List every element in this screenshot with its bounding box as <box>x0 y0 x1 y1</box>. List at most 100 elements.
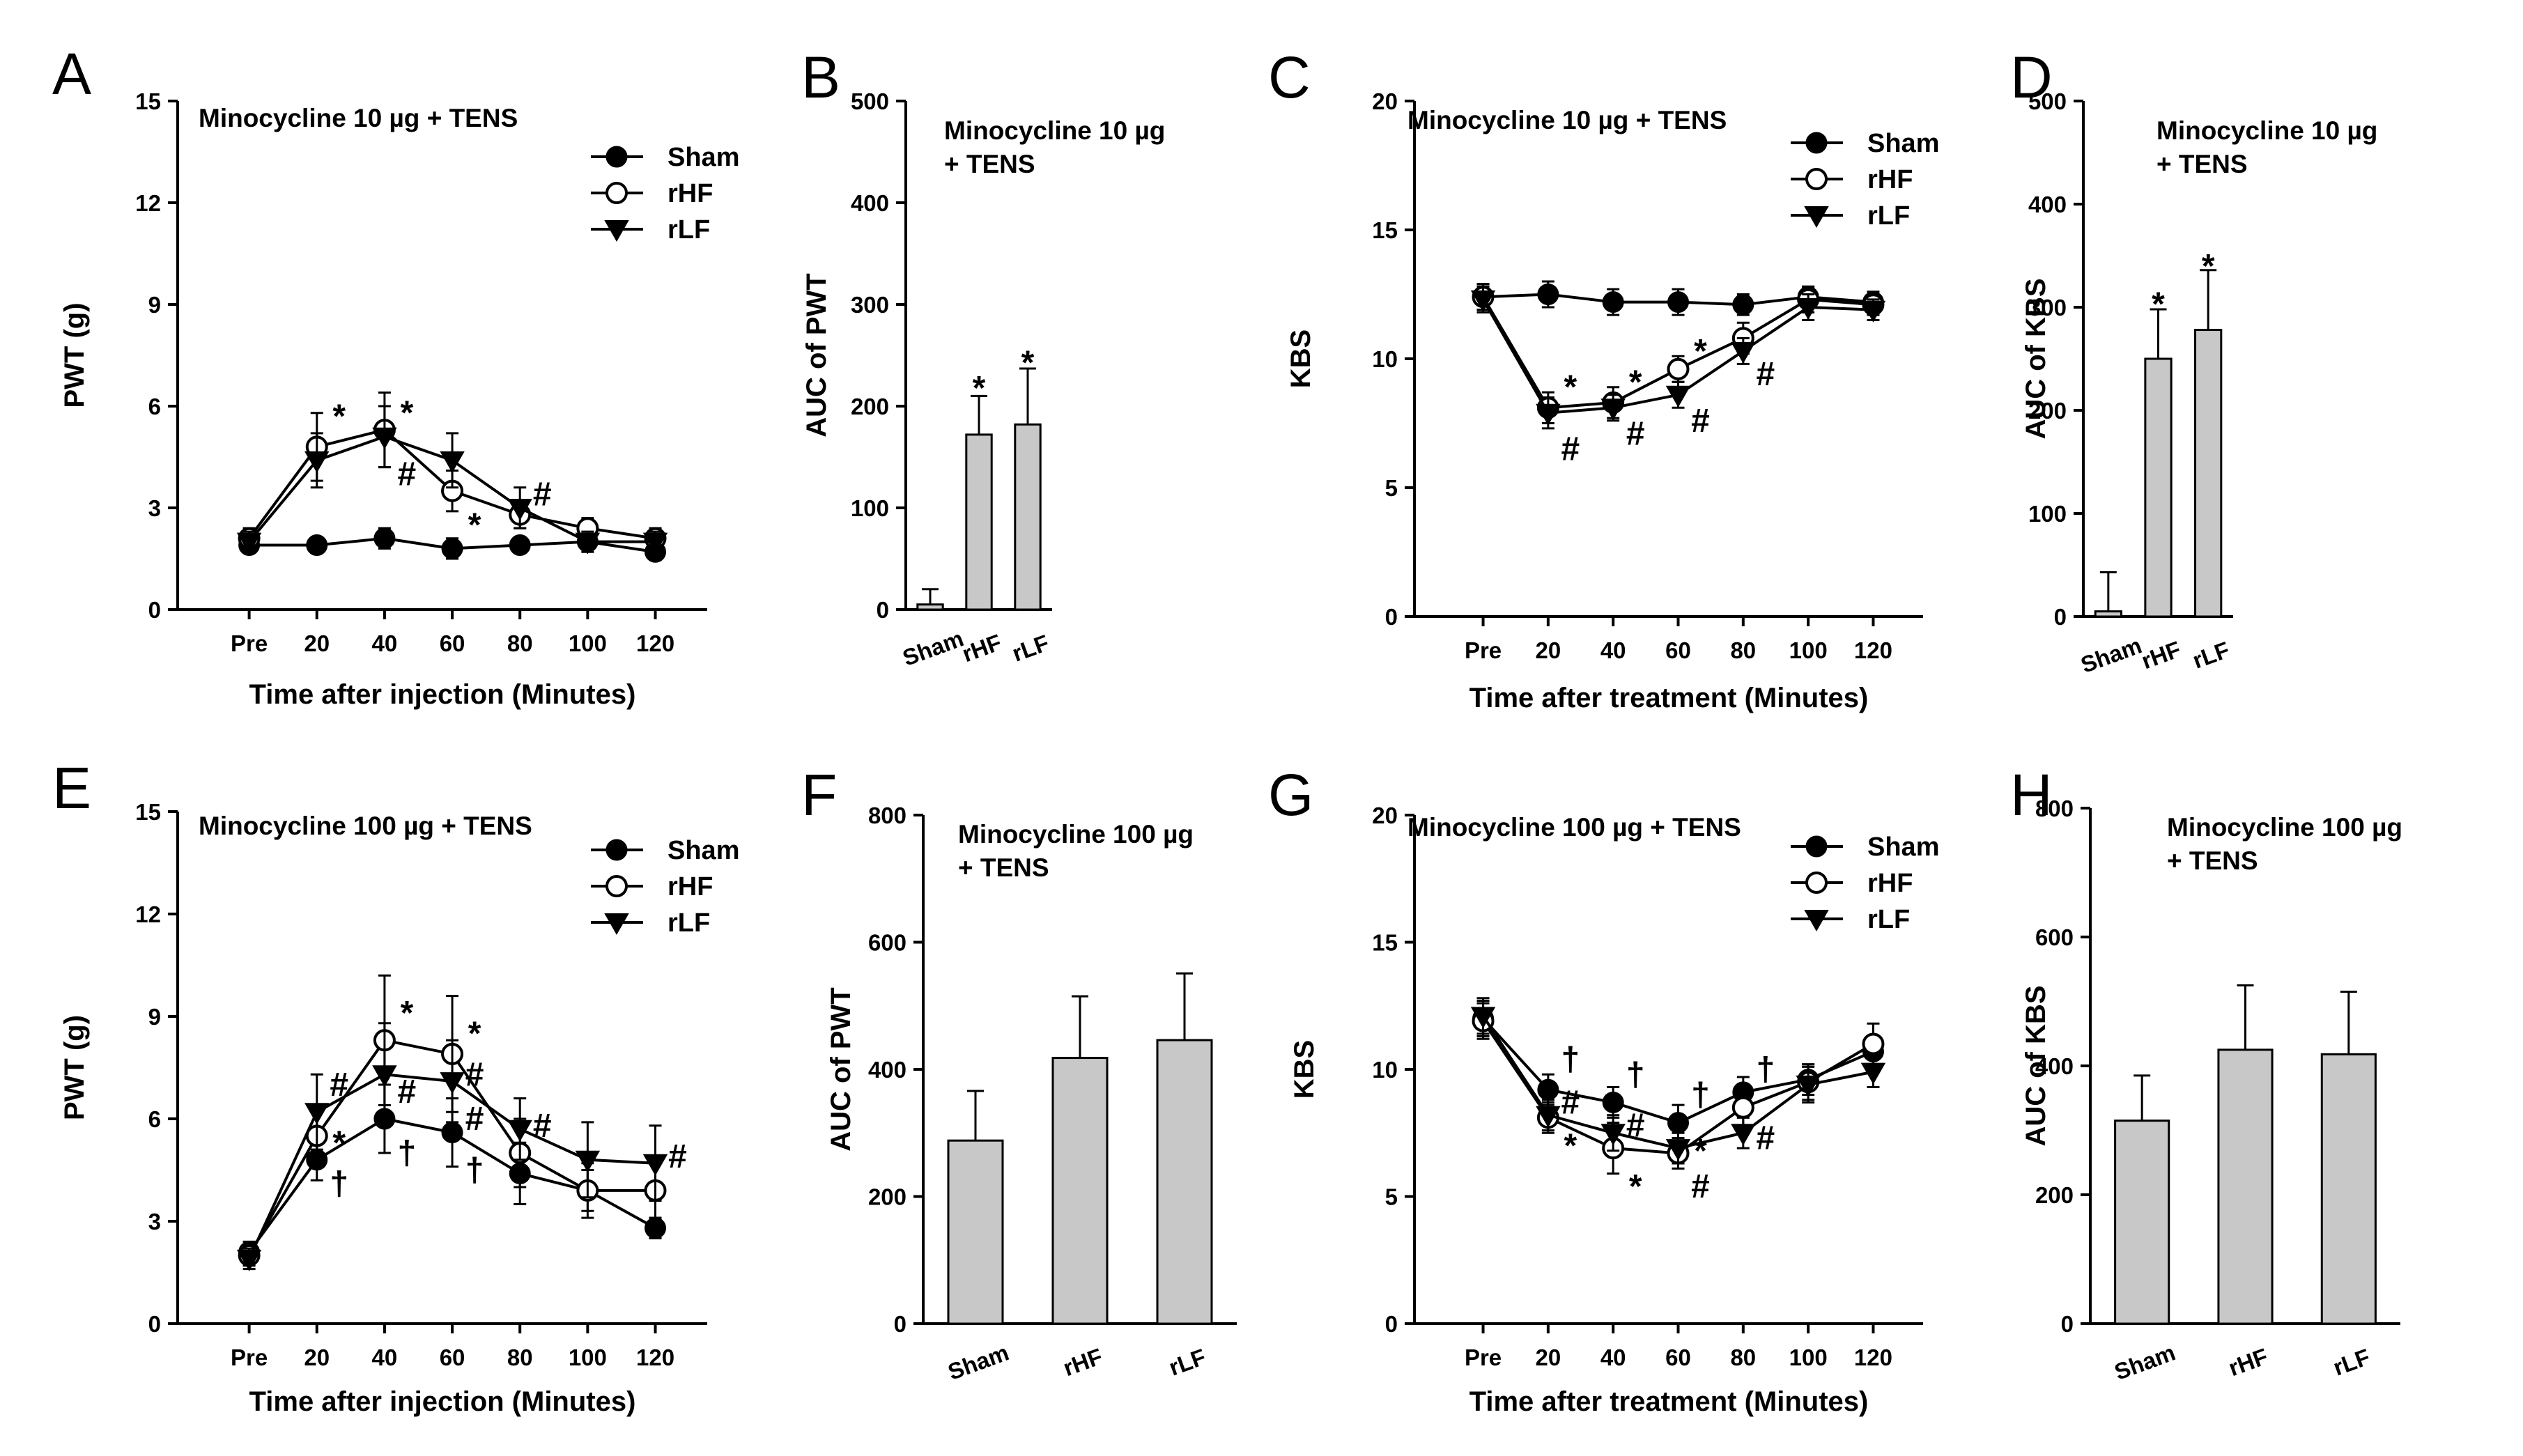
y-tick-label: 10 <box>1372 346 1398 372</box>
y-tick-label: 200 <box>851 394 889 419</box>
marker-rlf <box>440 451 465 473</box>
marker-rlf <box>236 532 262 555</box>
panel-letter: G <box>1268 762 1313 828</box>
x-tick-label: 80 <box>507 1345 533 1370</box>
x-tick-label: 20 <box>1536 637 1561 663</box>
significance-mark: † <box>465 1152 484 1189</box>
x-axis-title: Time after treatment (Minutes) <box>1469 683 1869 713</box>
x-axis-title: Time after treatment (Minutes) <box>1469 1386 1869 1417</box>
series-sham <box>238 527 667 563</box>
x-tick-label: 40 <box>372 1345 398 1370</box>
legend-label: rHF <box>1867 869 1913 898</box>
significance-mark: # <box>1756 1120 1775 1157</box>
y-tick-label: 200 <box>868 1184 906 1210</box>
y-tick-label: 800 <box>868 803 906 828</box>
chart-subtitle: Minocycline 10 µg <box>2156 116 2377 145</box>
significance-mark: * <box>1629 364 1642 401</box>
marker-rlf <box>1665 385 1691 408</box>
significance-mark: # <box>330 1067 348 1103</box>
marker-sham <box>441 537 463 559</box>
significance-mark: * <box>1021 344 1035 381</box>
marker-rlf <box>372 1065 397 1087</box>
x-tick-label: Sham <box>900 625 967 671</box>
panel-C: 0 5 10 15 20 Pre 20 40 60 80 100 120 * # * # * # # Sham rHF r… <box>1286 88 1939 713</box>
marker-rhf <box>1731 1096 1754 1119</box>
y-tick-label: 0 <box>877 597 889 623</box>
marker-rlf <box>507 1120 532 1142</box>
bar-rhf <box>2144 357 2173 618</box>
y-tick-label: 600 <box>868 930 906 956</box>
marker-sham <box>441 1122 463 1144</box>
series-rlf <box>1470 997 1886 1165</box>
significance-mark: * <box>973 370 986 407</box>
x-tick-label: rHF <box>959 629 1005 667</box>
significance-mark: # <box>1756 356 1775 393</box>
marker-sham <box>1537 284 1559 305</box>
y-tick-label: 400 <box>2028 192 2067 217</box>
chart-subtitle: Minocycline 100 µg <box>2167 813 2402 842</box>
marker-rlf <box>440 1072 465 1094</box>
x-tick-label: rLF <box>2330 1344 2374 1381</box>
significance-mark: * <box>332 398 346 435</box>
y-tick-label: 12 <box>135 190 161 216</box>
significance-mark: * <box>1694 333 1707 370</box>
panel-F: 0 200 400 600 800 Sham rHF rLF AUC of PWT Minocyc… <box>826 803 1237 1385</box>
significance-mark: # <box>533 1108 552 1145</box>
marker-rlf <box>1600 398 1626 421</box>
y-tick-label: 3 <box>148 495 161 521</box>
x-axis-title: Time after injection (Minutes) <box>249 679 636 710</box>
significance-mark: # <box>1626 1107 1645 1144</box>
marker-rlf <box>1536 1106 1561 1128</box>
bar-rlf <box>1014 423 1042 611</box>
legend-label: rLF <box>668 908 710 938</box>
y-axis-title: KBS <box>1286 330 1316 388</box>
y-tick-label: 500 <box>851 88 889 114</box>
significance-mark: * <box>1564 1128 1577 1165</box>
marker-rhf <box>1805 168 1828 190</box>
y-axis-title: AUC of KBS <box>2021 278 2051 439</box>
y-tick-label: 10 <box>1372 1057 1398 1083</box>
legend-label: rLF <box>1867 201 1910 231</box>
marker-rlf <box>236 1249 262 1271</box>
y-tick-label: 9 <box>148 1004 161 1030</box>
x-tick-label: 40 <box>1600 637 1626 663</box>
marker-sham <box>1667 1112 1690 1134</box>
significance-mark: * <box>1564 369 1577 406</box>
chart-subtitle: Minocycline 10 µg + TENS <box>1407 106 1727 134</box>
marker-sham <box>1805 835 1828 858</box>
y-tick-label: 400 <box>868 1057 906 1083</box>
x-axis-title: Time after injection (Minutes) <box>249 1386 636 1417</box>
marker-rlf <box>642 532 668 555</box>
marker-rlf <box>304 451 330 473</box>
significance-mark: # <box>1691 1168 1710 1205</box>
significance-mark: * <box>332 1124 346 1161</box>
y-tick-label: 0 <box>148 1311 161 1337</box>
x-tick-label: 100 <box>1789 1345 1828 1370</box>
legend-label: rLF <box>668 215 710 245</box>
panel-letter: B <box>801 45 840 110</box>
legend-label: Sham <box>1867 832 1939 862</box>
y-tick-label: 400 <box>2035 1053 2074 1079</box>
y-tick-label: 6 <box>148 394 161 419</box>
y-tick-label: 0 <box>2054 604 2067 630</box>
y-axis-title: AUC of PWT <box>801 273 832 437</box>
x-tick-label: 20 <box>304 1345 330 1370</box>
marker-sham <box>645 1217 667 1239</box>
legend-label: rHF <box>668 872 713 901</box>
panel-letter: C <box>1268 45 1311 110</box>
y-axis-title: AUC of PWT <box>826 987 856 1152</box>
y-tick-label: 20 <box>1372 88 1398 114</box>
significance-mark: † <box>398 1135 417 1172</box>
bar-sham <box>2114 1120 2170 1325</box>
panel-A: 0 3 6 9 12 15 Pre 20 40 60 80 100 120 * * # * # Sham rHF rLF… <box>59 88 739 710</box>
marker-sham <box>1805 132 1828 154</box>
x-tick-label: 120 <box>636 630 674 656</box>
y-tick-label: 5 <box>1385 1184 1398 1210</box>
significance-mark: * <box>2202 248 2215 285</box>
chart-subtitle: Minocycline 10 µg <box>944 116 1165 145</box>
x-tick-label: Pre <box>1465 1345 1502 1370</box>
chart-subtitle: + TENS <box>2167 846 2258 875</box>
